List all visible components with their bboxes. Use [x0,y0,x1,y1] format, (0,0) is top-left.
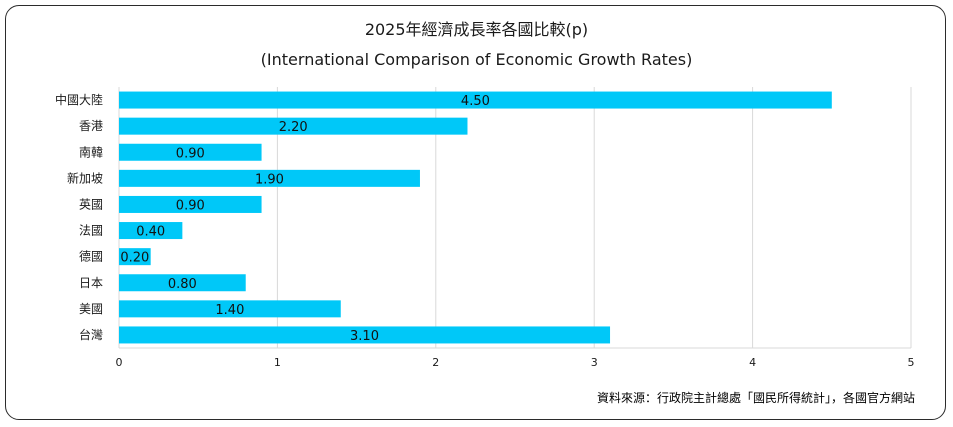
bar [119,222,183,240]
data-label: 4.50 [461,94,490,109]
x-tick-label: 1 [274,356,281,369]
bar [119,326,611,344]
bar [119,91,832,109]
x-tick-label: 3 [591,356,598,369]
x-tick-label: 5 [908,356,915,369]
bar [119,274,246,292]
category-label: 法國 [79,224,103,238]
bar [119,117,468,135]
category-label: 美國 [79,302,103,316]
data-label: 0.90 [176,198,205,213]
data-label: 0.80 [168,277,197,292]
chart-subtitle: (International Comparison of Economic Gr… [260,50,693,69]
x-tick-label: 2 [432,356,439,369]
source-note: 資料來源：行政院主計總處「國民所得統計」，各國官方網站 [596,391,915,405]
category-label: 香港 [79,119,103,133]
data-label: 0.20 [120,251,149,266]
bar [119,143,262,161]
data-label: 1.40 [215,303,244,318]
data-label: 2.20 [279,120,308,135]
category-label: 中國大陸 [55,92,103,107]
bar [119,248,151,266]
x-tick-label: 4 [749,356,756,369]
category-label: 台灣 [79,327,103,342]
x-tick-label: 0 [116,356,123,369]
chart-title: 2025年經濟成長率各國比較(p) [364,20,589,39]
bar [119,300,341,318]
data-label: 1.90 [255,172,284,187]
data-label: 0.90 [176,146,205,161]
category-label: 日本 [79,276,103,290]
data-label: 0.40 [136,225,165,240]
bar [119,169,420,187]
bar [119,195,262,213]
category-label: 英國 [79,197,103,211]
category-label: 南韓 [79,144,103,159]
category-label: 新加坡 [67,170,103,185]
category-label: 德國 [79,249,103,264]
data-label: 3.10 [350,329,379,344]
